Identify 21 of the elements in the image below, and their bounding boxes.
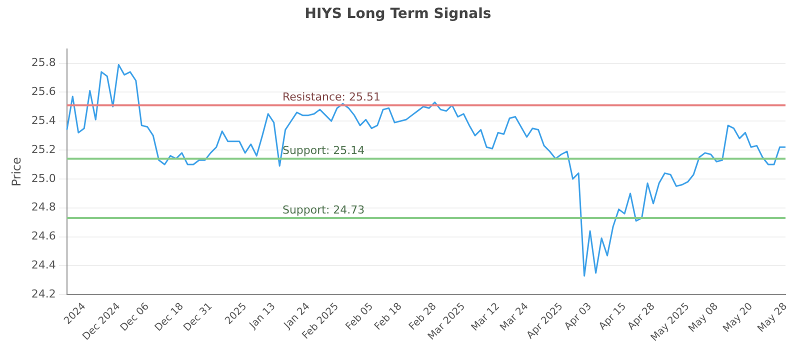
y-tick-label: 25.2 <box>31 142 56 156</box>
chart-title: HIYS Long Term Signals <box>304 6 492 22</box>
x-tick-label: Dec 31 <box>182 301 215 334</box>
ref-line-label: Resistance: 25.51 <box>282 90 380 104</box>
y-tick-label: 25.8 <box>31 56 56 70</box>
x-tick-label: Dec 06 <box>118 301 152 334</box>
y-tick-label: 24.8 <box>31 200 56 214</box>
ref-line-label: Support: 25.14 <box>282 144 365 158</box>
x-tick-label: Feb 18 <box>372 301 404 333</box>
y-tick-label: 25.4 <box>31 114 56 127</box>
y-tick-label: 24.2 <box>31 288 56 301</box>
y-tick-label: 24.4 <box>31 258 56 272</box>
x-tick-label: Apr 03 <box>562 301 594 332</box>
x-tick-label: Jan 13 <box>247 301 278 332</box>
y-tick-label: 24.6 <box>31 230 56 243</box>
y-tick-label: 25.0 <box>31 172 56 185</box>
y-tick-label: 25.6 <box>31 85 56 98</box>
x-tick-label: Apr 28 <box>626 301 658 332</box>
x-tick-label: Apr 15 <box>597 301 628 332</box>
y-axis-title: Price <box>9 157 24 186</box>
ref-line-label: Support: 24.73 <box>282 203 365 216</box>
